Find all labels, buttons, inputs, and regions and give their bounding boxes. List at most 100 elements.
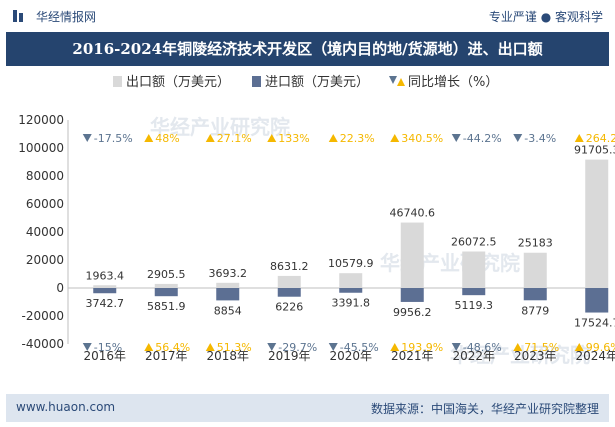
y-tick-label: 100000 [18,141,64,155]
top-bar: 华经情报网 专业严谨 ● 客观科学 [0,0,615,32]
export-value-label: 2905.5 [147,268,186,281]
import-bar [339,288,363,293]
x-category-label: 2016年 [83,349,126,363]
export-bar [585,159,609,288]
import-bar [154,288,178,297]
y-tick-label: 40000 [26,225,64,239]
export-growth-label: -44.2% [463,132,502,145]
up-triangle-icon [144,134,154,142]
import-value-label: 17524.7 [574,317,615,330]
import-value-label: 8779 [521,304,549,317]
y-tick-label: 80000 [26,169,64,183]
export-value-label: 1963.4 [86,269,125,282]
watermark-text: 华经产业研究院 [150,115,290,139]
export-bar [400,222,424,288]
x-category-label: 2023年 [514,349,557,363]
export-value-label: 91705.3 [574,144,615,157]
title-bar: 2016-2024年铜陵经济技术开发区（境内目的地/货源地）进、出口额 [6,32,609,66]
import-growth-label: 71.5% [524,341,559,354]
y-tick-label: 60000 [26,197,64,211]
export-value-label: 46740.6 [390,207,436,220]
export-bar [277,275,301,288]
up-triangle-icon [574,134,584,142]
up-triangle-icon [267,134,277,142]
export-value-label: 3693.2 [209,267,248,280]
import-bar [523,288,547,301]
down-triangle-icon [451,343,461,351]
import-bar [462,288,486,296]
legend-swatch-export [113,76,122,87]
import-growth-label: -48.6% [463,341,502,354]
import-growth-label: 56.4% [155,341,190,354]
x-category-label: 2019年 [268,349,311,363]
import-value-label: 3391.8 [332,297,371,310]
export-growth-label: -17.5% [94,132,133,145]
import-value-label: 5851.9 [147,300,186,313]
down-triangle-icon [82,134,92,142]
export-value-label: 8631.2 [270,260,309,273]
y-tick-label: 20000 [26,253,64,267]
export-bar [523,252,547,288]
export-growth-label: -3.4% [524,132,556,145]
export-growth-label: 27.1% [217,132,252,145]
import-growth-label: -15% [94,341,122,354]
legend-label-export: 出口额（万美元） [126,75,230,90]
up-triangle-icon [574,343,584,351]
y-tick-label: 120000 [18,113,64,127]
import-growth-label: 51.3% [217,341,252,354]
website-url: www.huaon.com [16,400,116,414]
legend-label-import: 进口额（万美元） [265,75,369,90]
x-category-label: 2020年 [329,349,372,363]
export-growth-label: 22.3% [340,132,375,145]
export-bar [93,285,117,288]
export-growth-label: 133% [278,132,309,145]
up-triangle-icon [205,343,215,351]
export-growth-label: 264.2% [586,132,615,145]
down-triangle-icon [513,134,523,142]
chart-title: 2016-2024年铜陵经济技术开发区（境内目的地/货源地）进、出口额 [72,40,543,58]
import-bar [585,288,609,313]
down-triangle-icon [82,343,92,351]
up-triangle-icon [390,343,400,351]
up-triangle-icon [390,134,400,142]
export-growth-label: 340.5% [401,132,443,145]
legend-label-growth: 同比增长（%） [408,75,498,90]
import-bar [277,288,301,297]
down-triangle-icon [451,134,461,142]
import-value-label: 6226 [275,301,303,314]
legend-swatch-import [252,76,261,87]
import-value-label: 8854 [214,304,242,317]
data-source: 数据来源：中国海关，华经产业研究院整理 [370,402,599,416]
export-growth-label: 48% [155,132,179,145]
up-triangle-icon [513,343,523,351]
import-bar [93,288,117,294]
down-triangle-icon [328,343,338,351]
import-value-label: 5119.3 [455,299,494,312]
import-bar [216,288,240,301]
import-bar [400,288,424,302]
slogan: 专业严谨 ● 客观科学 [488,10,603,24]
export-bar [216,282,240,288]
x-category-label: 2018年 [206,349,249,363]
up-triangle-icon [205,134,215,142]
export-value-label: 25183 [518,237,553,250]
x-category-label: 2017年 [145,349,188,363]
footer: www.huaon.com 数据来源：中国海关，华经产业研究院整理 [6,394,609,422]
x-category-label: 2022年 [452,349,495,363]
export-bar [462,251,486,288]
legend-down-triangle-icon [389,76,397,84]
y-tick-label: 0 [56,281,64,295]
export-value-label: 10579.9 [328,257,374,270]
brand-name: 华经情报网 [36,10,97,24]
import-value-label: 9956.2 [393,306,432,319]
import-growth-label: -45.5% [340,341,379,354]
brand-logo-icon [13,10,23,22]
x-category-label: 2021年 [391,349,434,363]
up-triangle-icon [144,343,154,351]
x-category-label: 2024年 [575,349,615,363]
import-growth-label: 193.9% [401,341,443,354]
up-triangle-icon [328,134,338,142]
export-value-label: 26072.5 [451,235,497,248]
import-growth-label: -29.7% [278,341,317,354]
